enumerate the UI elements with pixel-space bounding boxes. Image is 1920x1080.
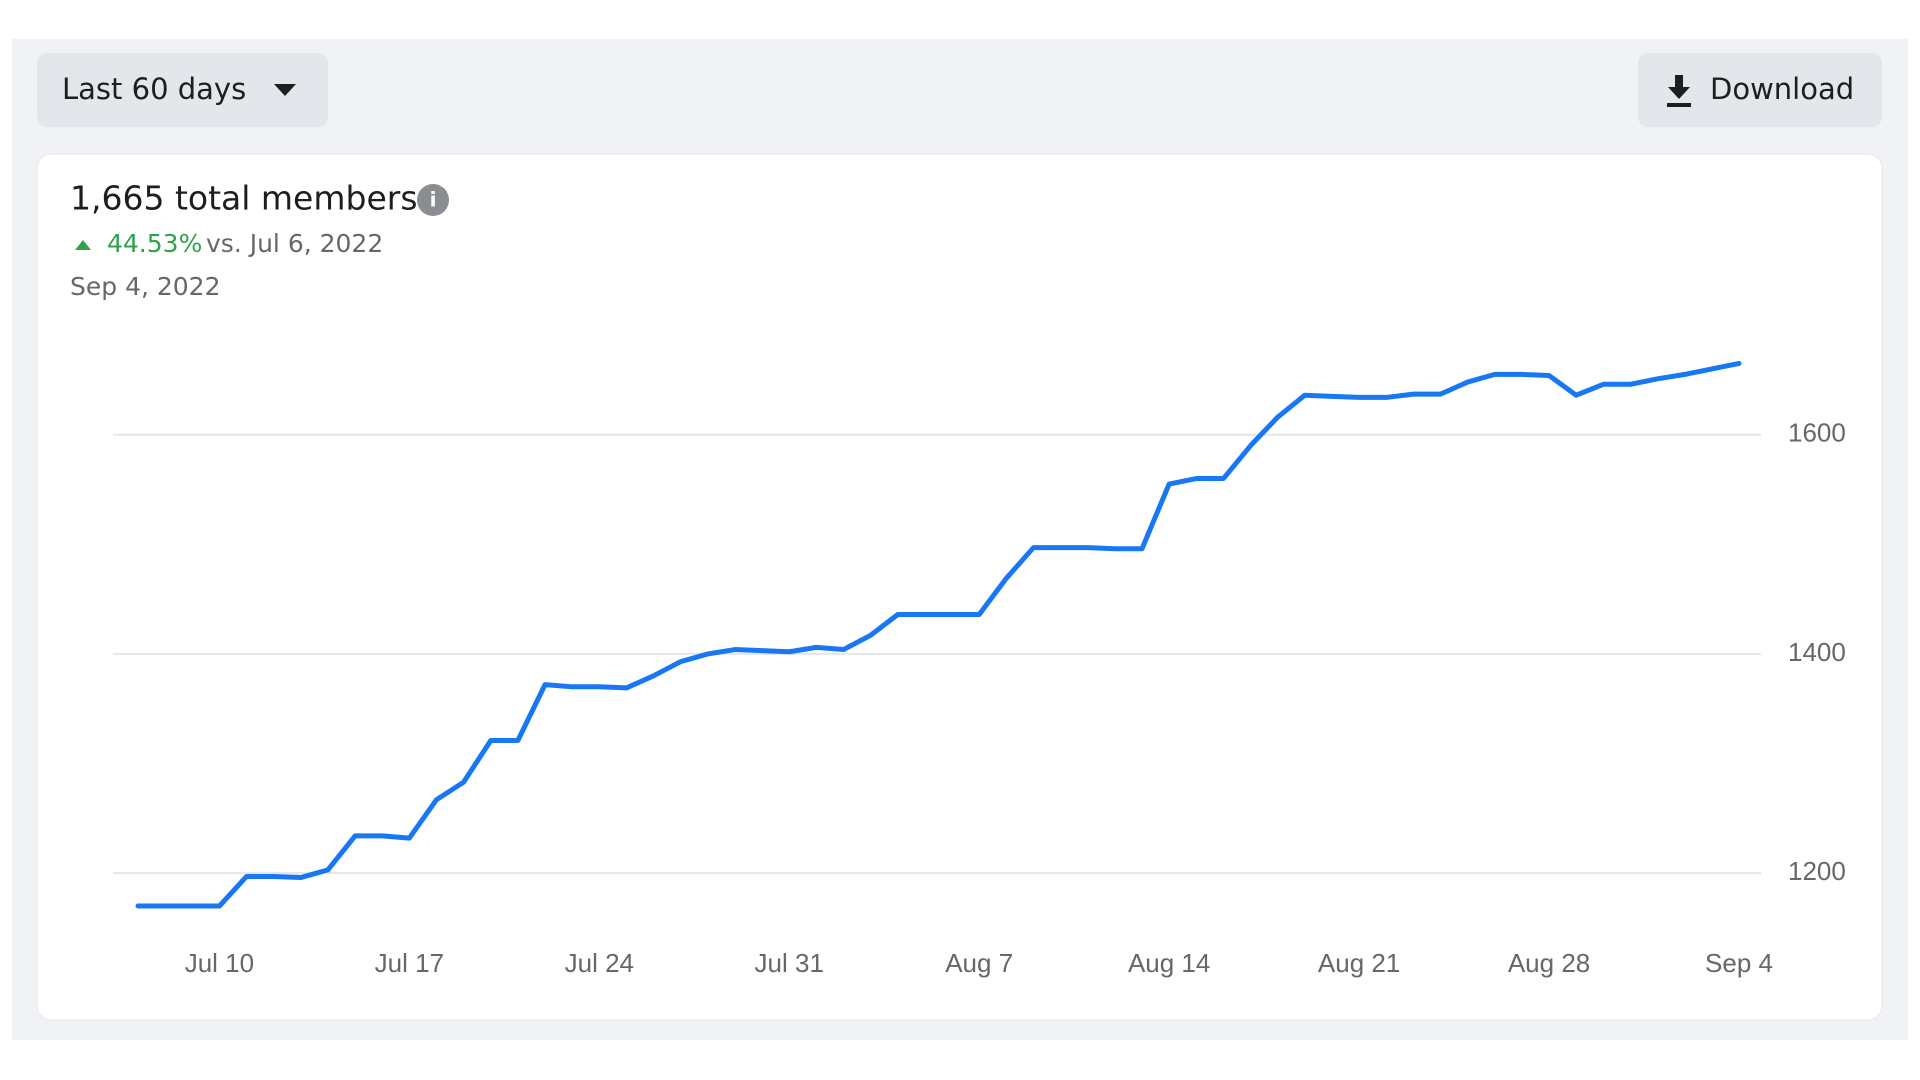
- info-glyph[interactable]: i: [430, 188, 437, 212]
- x-tick-label: Aug 28: [1508, 948, 1590, 978]
- plot: 1200 1400 1600 Jul 10 Jul 17 Jul 24 Jul 31 Aug …: [113, 360, 1846, 978]
- change-value: 44.53%: [107, 229, 202, 258]
- caret[interactable]: [274, 84, 296, 96]
- x-tick-label: Aug 14: [1128, 948, 1210, 978]
- y-tick-label: 1400: [1788, 637, 1846, 667]
- download-icon[interactable]: [1667, 75, 1691, 107]
- info-circle[interactable]: [417, 184, 449, 216]
- x-tick-label: Jul 10: [185, 948, 254, 978]
- x-tick-label: Sep 4: [1705, 948, 1773, 978]
- up-arrow: [75, 240, 91, 250]
- dropdown-bg[interactable]: [37, 53, 328, 127]
- summary-date: Sep 4, 2022: [70, 272, 221, 301]
- summary-title: 1,665 total members: [70, 179, 418, 218]
- info-icon[interactable]: i: [417, 184, 449, 216]
- y-tick-label: 1600: [1788, 418, 1846, 448]
- y-tick-label: 1200: [1788, 856, 1846, 886]
- download-label[interactable]: Download: [1710, 72, 1854, 106]
- download-bg[interactable]: [1638, 53, 1882, 127]
- x-tick-label: Jul 31: [755, 948, 824, 978]
- download-button[interactable]: Download: [1638, 53, 1882, 127]
- comparison: vs. Jul 6, 2022: [206, 229, 383, 258]
- x-tick-label: Jul 24: [565, 948, 634, 978]
- x-tick-label: Aug 21: [1318, 948, 1400, 978]
- range-dropdown[interactable]: Last 60 days: [37, 53, 328, 127]
- x-tick-label: Jul 17: [375, 948, 444, 978]
- x-tick-label: Aug 7: [945, 948, 1013, 978]
- dropdown-label[interactable]: Last 60 days: [62, 72, 246, 106]
- card: [36, 153, 1883, 1021]
- series-line: [135, 360, 1742, 909]
